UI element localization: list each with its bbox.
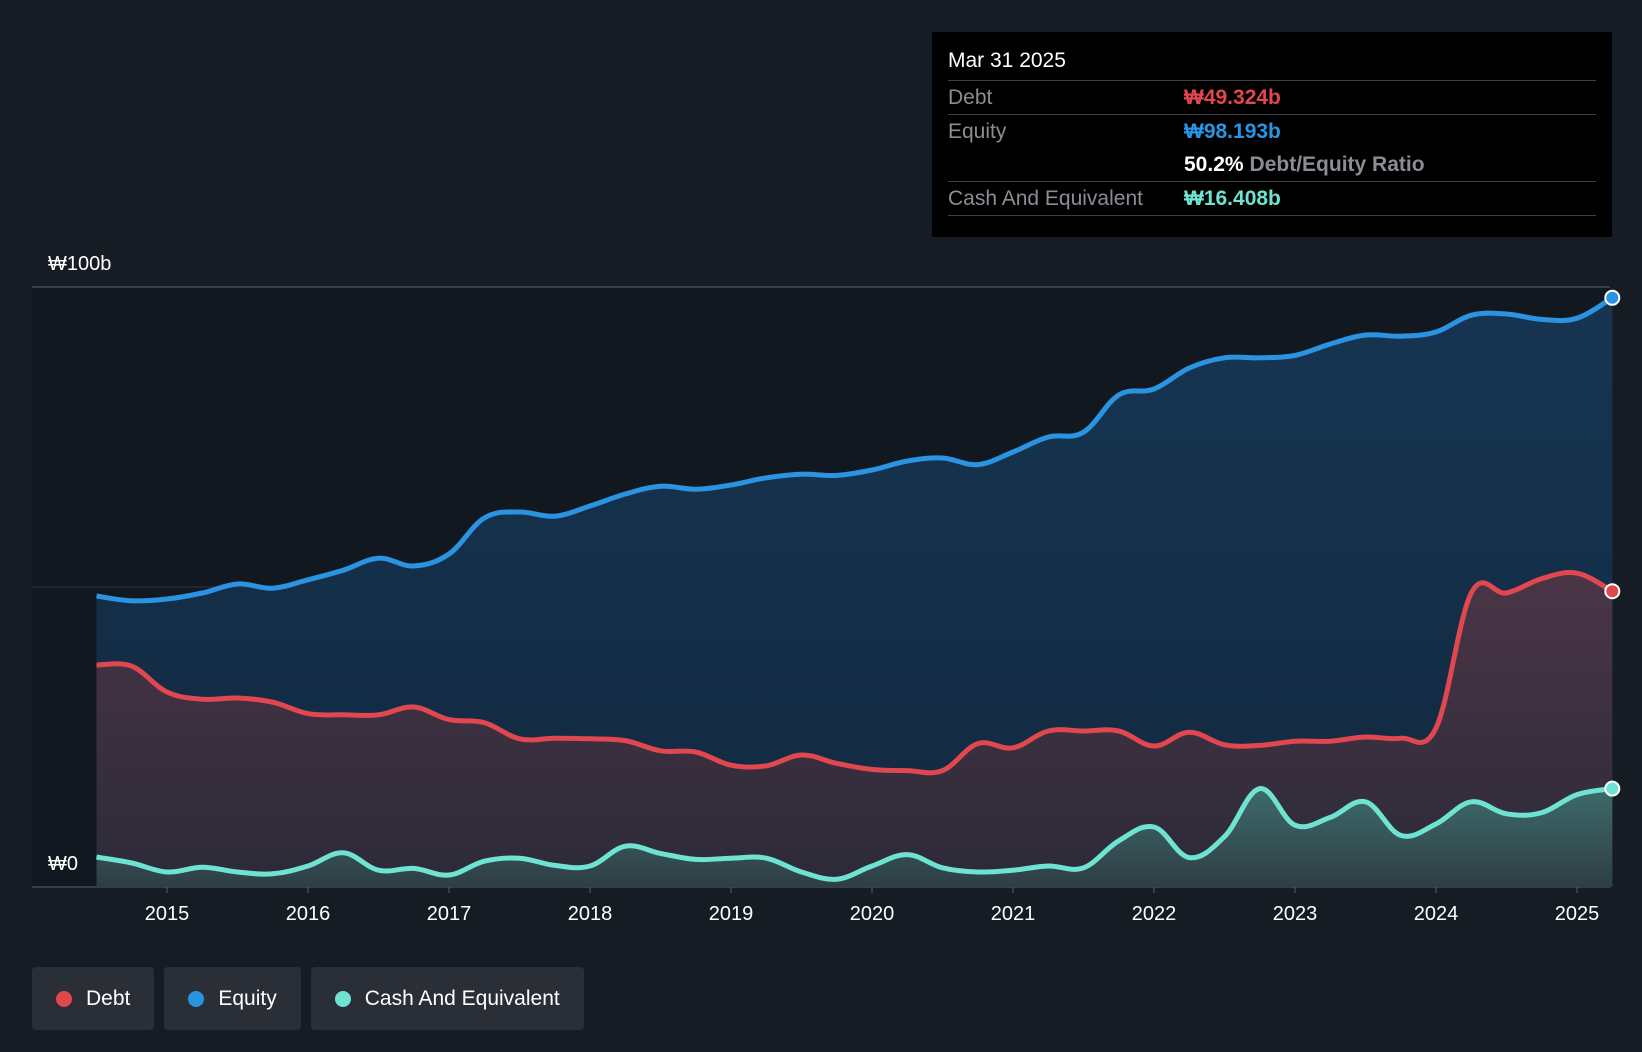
- x-tick-label-2016: 2016: [286, 903, 331, 925]
- x-tick-label-2022: 2022: [1132, 903, 1177, 925]
- legend-item-cash[interactable]: Cash And Equivalent: [310, 967, 584, 1030]
- cash-end-marker: [1604, 780, 1621, 797]
- tooltip-debt-value: ₩49.324b: [1184, 86, 1281, 109]
- x-tick-label-2017: 2017: [427, 903, 472, 925]
- legend-item-debt[interactable]: Debt: [32, 967, 155, 1030]
- debt-dot-icon: [56, 990, 72, 1007]
- cash-line: [96, 786, 1613, 882]
- legend-label-equity: Equity: [218, 986, 277, 1010]
- legend: Debt Equity Cash And Equivalent: [32, 967, 584, 1030]
- legend-label-debt: Debt: [86, 986, 131, 1010]
- tooltip-ratio-row: 50.2% Debt/Equity Ratio: [948, 148, 1596, 182]
- x-tick-label-2024: 2024: [1414, 903, 1459, 925]
- cash-area: [96, 788, 1613, 887]
- tooltip-ratio-value: 50.2%: [1184, 153, 1244, 176]
- equity-dot-icon: [188, 990, 205, 1007]
- tooltip-cash-row: Cash And Equivalent ₩16.408b: [948, 182, 1596, 216]
- tooltip-debt-label: Debt: [948, 86, 993, 109]
- tooltip-cash-value: ₩16.408b: [1184, 187, 1281, 210]
- x-tick-label-2021: 2021: [991, 903, 1036, 925]
- equity-end-marker: [1604, 289, 1621, 306]
- tooltip-equity-label: Equity: [948, 120, 1007, 143]
- x-tick-label-2023: 2023: [1273, 903, 1318, 925]
- tooltip-debt-row: Debt ₩49.324b: [948, 81, 1596, 115]
- tooltip-ratio-label: Debt/Equity Ratio: [1249, 153, 1425, 176]
- y-tick-label-max: ₩100b: [48, 253, 111, 275]
- equity-line: [96, 295, 1614, 604]
- x-tick-label-2020: 2020: [850, 903, 895, 925]
- legend-label-cash: Cash And Equivalent: [364, 986, 560, 1010]
- x-axis-ticks: 2015 2016 2017 2018 2019 2020 2021 2022 2023 2024…: [145, 887, 1600, 925]
- debt-line: [96, 570, 1614, 776]
- debt-end-marker: [1604, 583, 1621, 600]
- tooltip-date: Mar 31 2025: [948, 46, 1596, 81]
- tooltip-equity-row: Equity ₩98.193b: [948, 115, 1596, 148]
- cash-dot-icon: [334, 990, 351, 1007]
- y-tick-label-zero: ₩0: [48, 853, 78, 875]
- tooltip: Mar 31 2025 Debt ₩49.324b Equity ₩98.193…: [932, 32, 1612, 237]
- x-tick-label-2025: 2025: [1555, 903, 1600, 925]
- x-tick-label-2019: 2019: [709, 903, 754, 925]
- x-tick-label-2018: 2018: [568, 903, 613, 925]
- x-tick-label-2015: 2015: [145, 903, 190, 925]
- tooltip-cash-label: Cash And Equivalent: [948, 187, 1143, 210]
- legend-item-equity[interactable]: Equity: [164, 967, 301, 1030]
- debt-area: [96, 572, 1613, 887]
- tooltip-equity-value: ₩98.193b: [1184, 120, 1281, 143]
